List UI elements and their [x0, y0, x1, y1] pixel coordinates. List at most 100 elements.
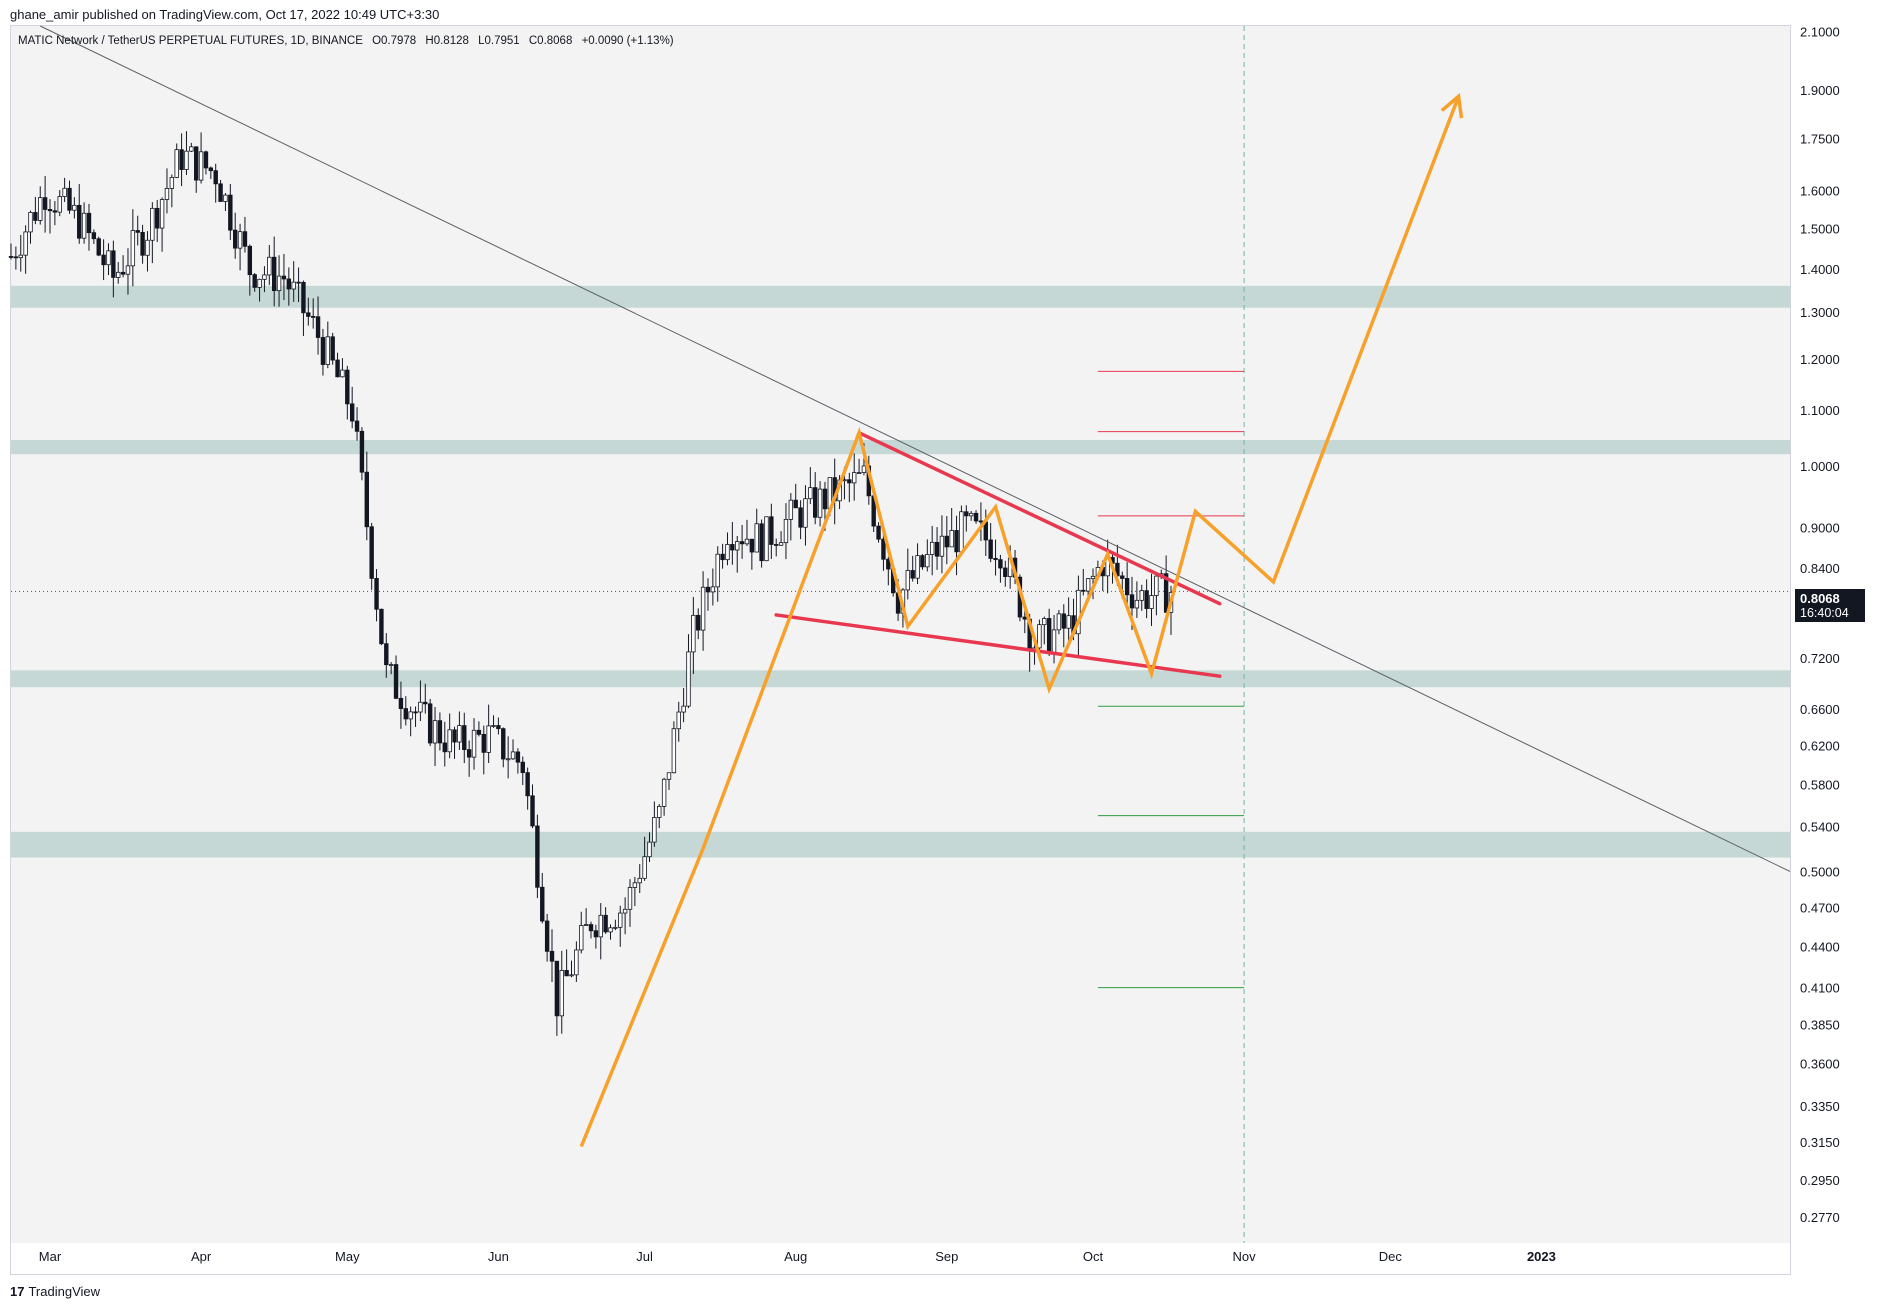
candle-body — [1120, 575, 1125, 579]
y-axis-tick-label: 1.4000 — [1800, 262, 1840, 277]
candle-body — [583, 924, 589, 926]
candle-body — [325, 336, 331, 365]
y-axis-tick-label: 0.3150 — [1800, 1135, 1840, 1150]
candle-body — [939, 535, 945, 557]
candle-body — [598, 914, 603, 938]
y-axis-tick-label: 0.4700 — [1800, 901, 1840, 916]
tradingview-wordmark: TradingView — [28, 1284, 101, 1299]
candle-body — [998, 559, 1003, 569]
candle-body — [33, 212, 38, 221]
y-axis-tick-label: 1.3000 — [1800, 305, 1840, 320]
candle-body — [23, 231, 28, 256]
candle-body — [715, 553, 720, 588]
projected-price-path — [579, 95, 1461, 1148]
x-axis-tick-label: Aug — [784, 1249, 807, 1264]
y-axis-tick-label: 0.7200 — [1800, 651, 1840, 666]
candle-body — [744, 538, 750, 545]
candle-body — [1076, 589, 1081, 635]
candle-body — [476, 729, 482, 735]
candle-body — [1037, 624, 1042, 649]
candle-body — [359, 430, 365, 473]
candle-body — [198, 151, 204, 181]
candle-body — [778, 542, 784, 546]
candle-body — [637, 877, 642, 884]
candle-body — [700, 586, 706, 631]
symbol-name[interactable]: MATIC Network / TetherUS PERPETUAL FUTUR… — [18, 35, 363, 47]
last-price-value: 0.8068 — [1800, 591, 1840, 606]
candle-body — [86, 212, 92, 234]
candle-body — [257, 278, 262, 288]
candle-body — [993, 558, 998, 561]
bar-countdown: 16:40:04 — [1800, 606, 1849, 620]
candle-body — [403, 708, 408, 720]
candle-body — [549, 950, 555, 962]
candle-body — [218, 183, 223, 202]
candle-body — [925, 554, 930, 568]
y-axis-tick-label: 0.9000 — [1800, 520, 1840, 535]
candle-body — [491, 725, 496, 727]
support-resistance-zone — [11, 831, 1790, 858]
candle-body — [1056, 613, 1062, 631]
candle-body — [632, 882, 638, 888]
candle-body — [817, 488, 823, 518]
candle-body — [530, 795, 535, 827]
candle-body — [505, 758, 511, 761]
candle-body — [959, 511, 964, 553]
candle-body — [851, 472, 857, 484]
candle-body — [18, 254, 23, 259]
candle-body — [413, 711, 418, 714]
candle-body — [423, 701, 428, 705]
ohlc-low: L0.7951 — [478, 35, 520, 47]
candle-body — [140, 231, 145, 256]
candle-body — [427, 703, 433, 744]
candle-body — [91, 232, 97, 240]
candle-body — [398, 697, 404, 709]
candle-body — [67, 187, 72, 211]
y-axis-tick-label: 0.5400 — [1800, 819, 1840, 834]
candle-body — [759, 523, 764, 562]
candle-body — [486, 725, 491, 753]
candle-body — [135, 230, 140, 233]
x-axis-tick-label: Oct — [1083, 1249, 1104, 1264]
candle-body — [944, 535, 950, 548]
candle-body — [184, 150, 189, 170]
x-axis-tick-label: 2023 — [1527, 1249, 1556, 1264]
candle-body — [320, 337, 326, 365]
candle-body — [42, 197, 48, 210]
candle-body — [379, 608, 384, 645]
x-axis-tick-label: Jul — [636, 1249, 653, 1264]
candle-body — [647, 841, 652, 858]
candle-body — [525, 772, 530, 797]
candle-body — [28, 212, 33, 233]
candle-body — [1139, 590, 1144, 601]
candle-body — [1154, 575, 1159, 596]
candle-body — [345, 369, 350, 405]
candle-body — [189, 146, 194, 152]
candle-body — [252, 274, 257, 288]
candle-body — [393, 664, 399, 699]
candle-body — [593, 930, 599, 938]
candle-body — [730, 544, 735, 551]
tradingview-logo[interactable]: 17 TradingView — [10, 1284, 100, 1299]
candle-body — [739, 541, 745, 545]
y-axis-tick-label: 1.7500 — [1800, 131, 1840, 146]
candle-body — [408, 711, 413, 720]
candle-body — [798, 507, 803, 528]
candle-body — [496, 725, 501, 730]
y-axis-tick-label: 1.9000 — [1800, 83, 1840, 98]
candle-body — [783, 518, 789, 544]
candle-body — [291, 281, 296, 290]
candle-body — [466, 749, 472, 758]
support-resistance-zone — [11, 285, 1790, 308]
candle-body — [330, 336, 335, 361]
candle-body — [822, 488, 828, 510]
candle-body — [1144, 590, 1149, 609]
y-axis-tick-label: 1.5000 — [1800, 221, 1840, 236]
candle-body — [164, 188, 170, 200]
long-downtrend-line — [40, 25, 1791, 872]
candle-body — [929, 541, 935, 555]
candle-body — [535, 825, 540, 888]
candle-body — [964, 511, 969, 517]
candle-body — [1124, 578, 1130, 596]
